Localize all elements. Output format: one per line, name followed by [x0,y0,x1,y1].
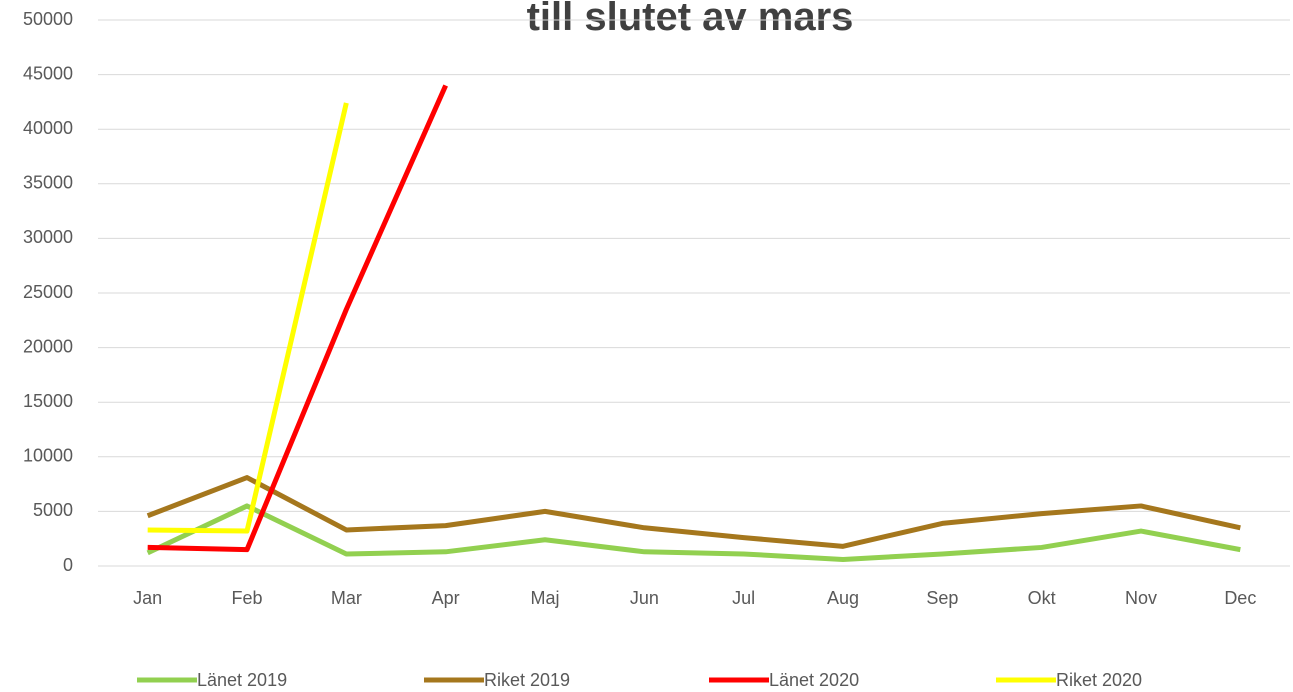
x-tick-label: Maj [530,588,559,608]
x-tick-label: Jul [732,588,755,608]
y-tick-label: 35000 [23,173,73,193]
y-tick-label: 15000 [23,391,73,411]
y-tick-label: 45000 [23,63,73,83]
x-tick-label: Dec [1224,588,1256,608]
series-line [146,475,1241,549]
legend-label: Riket 2019 [484,670,570,690]
legend-label: Länet 2019 [197,670,287,690]
x-tick-label: Mar [331,588,362,608]
y-tick-label: 30000 [23,227,73,247]
legend-label: Länet 2020 [769,670,859,690]
y-tick-label: 5000 [33,500,73,520]
y-tick-label: 50000 [23,9,73,29]
x-tick-label: Apr [432,588,460,608]
x-tick-label: Feb [231,588,262,608]
y-tick-label: 0 [63,555,73,575]
x-tick-label: Sep [926,588,958,608]
x-tick-label: Aug [827,588,859,608]
y-tick-label: 25000 [23,282,73,302]
x-tick-label: Jan [133,588,162,608]
y-tick-label: 20000 [23,336,73,356]
series-line [146,503,1241,562]
x-tick-label: Okt [1028,588,1056,608]
series-line [147,102,349,534]
x-tick-label: Nov [1125,588,1157,608]
legend-label: Riket 2020 [1056,670,1142,690]
y-tick-label: 10000 [23,446,73,466]
series-line [147,84,448,553]
x-tick-label: Jun [630,588,659,608]
y-tick-label: 40000 [23,118,73,138]
